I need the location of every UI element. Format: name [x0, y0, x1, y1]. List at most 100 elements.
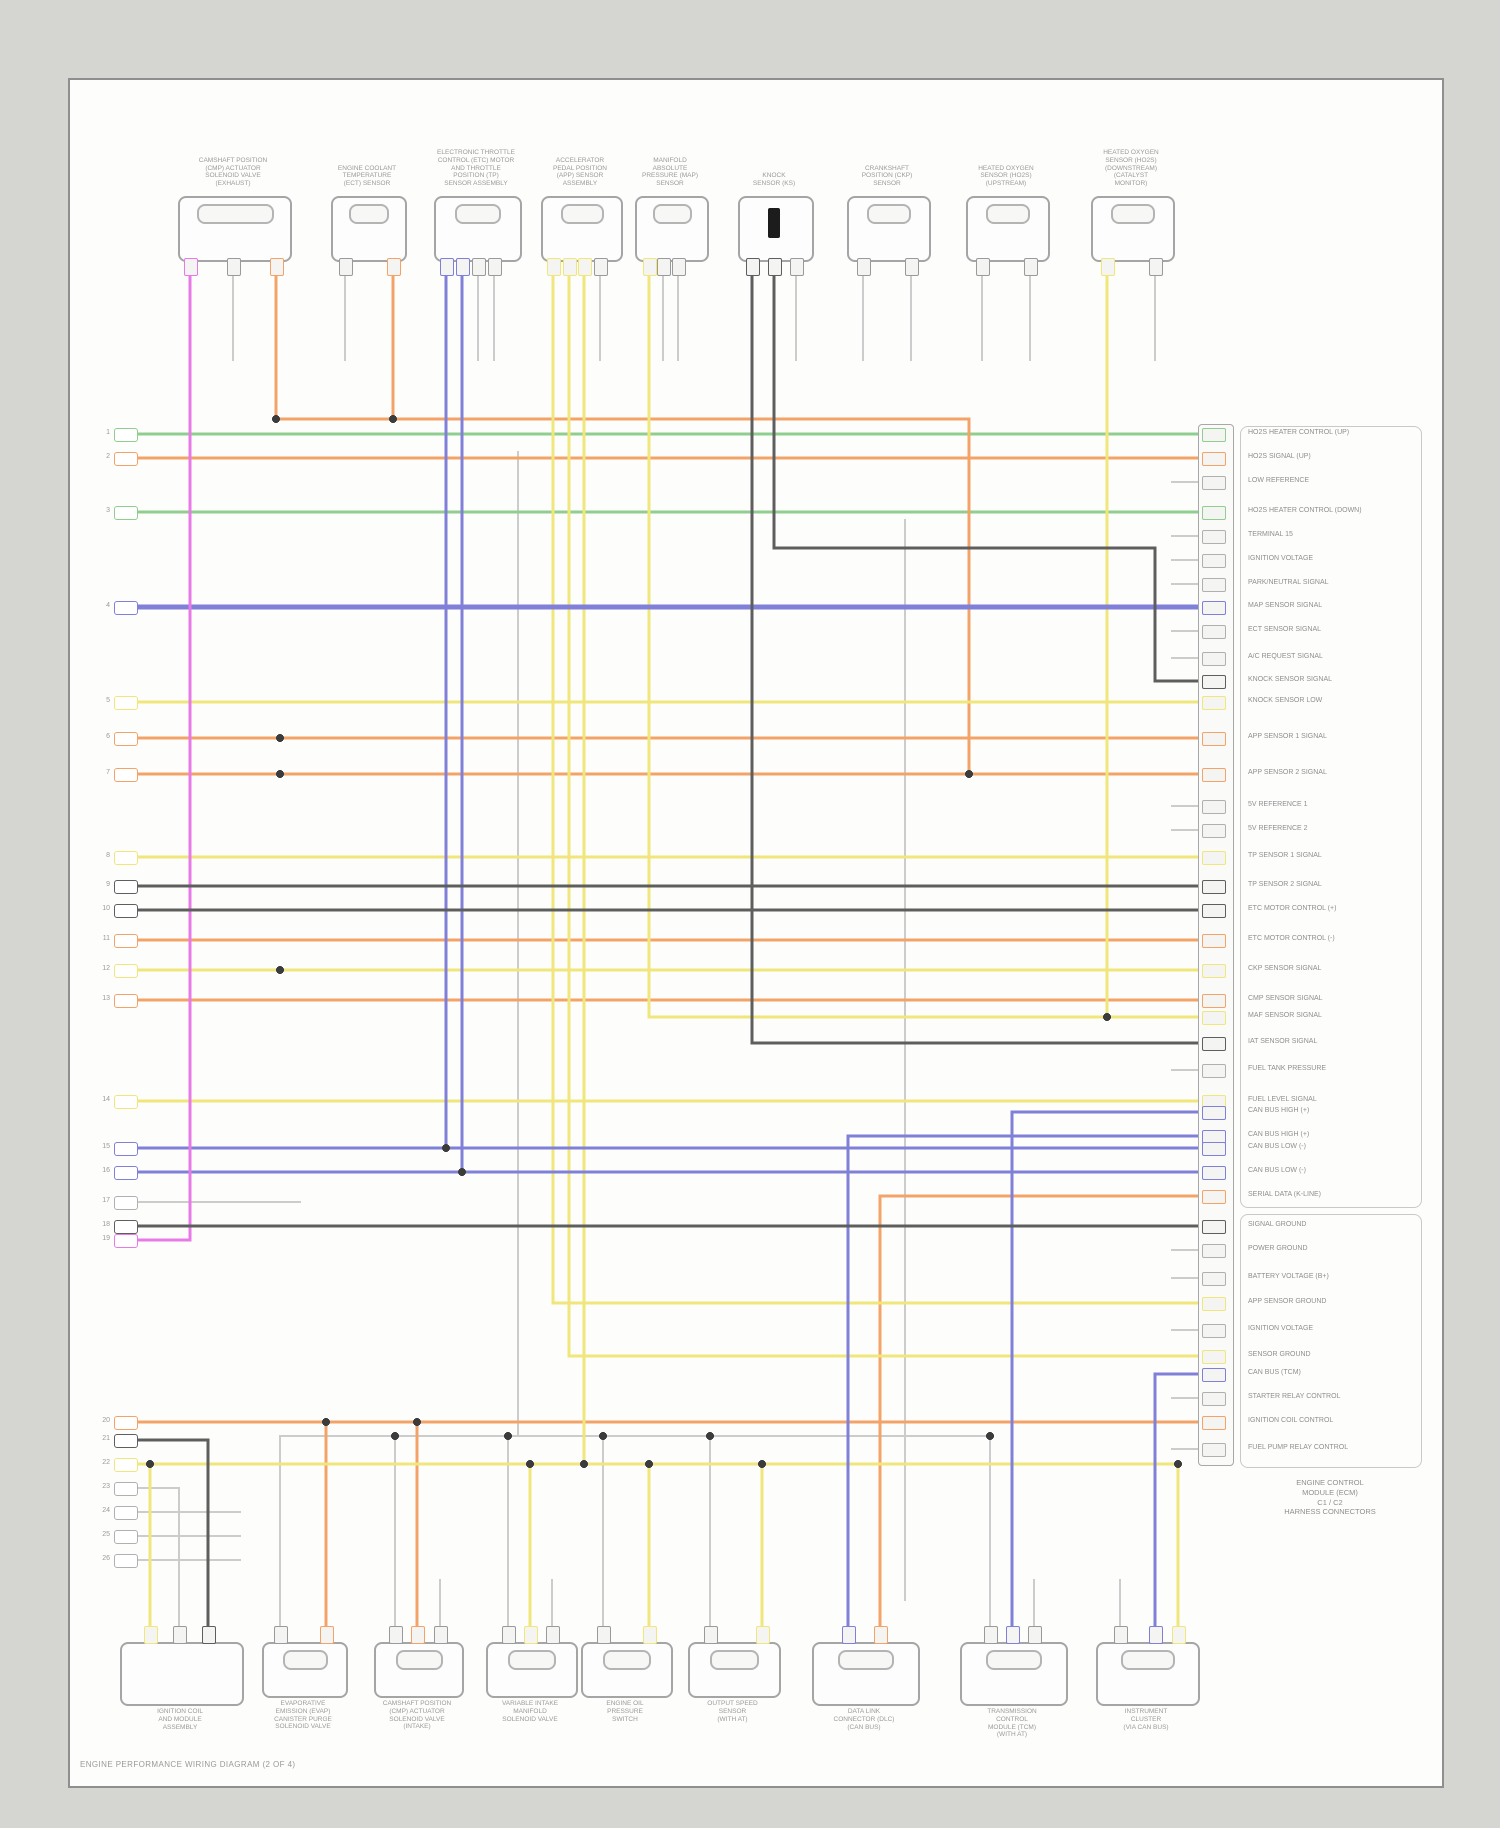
wire-blue — [1153, 1372, 1202, 1644]
component-inner-shape — [986, 1650, 1042, 1670]
splice-number: 10 — [102, 905, 110, 912]
ecm-pin — [1202, 578, 1226, 592]
pin-connector — [857, 258, 871, 276]
wire-orange — [274, 256, 971, 776]
junction-dot — [645, 1460, 653, 1468]
splice-connector — [114, 732, 138, 746]
component-label: HEATED OXYGEN SENSOR (HO2S) (DOWNSTREAM)… — [1103, 149, 1159, 188]
junction-dot — [276, 966, 284, 974]
ecm-pin — [1202, 768, 1226, 782]
pin-connector — [657, 258, 671, 276]
pin-connector — [905, 258, 919, 276]
pin-connector — [643, 1626, 657, 1644]
splice-number: 15 — [102, 1143, 110, 1150]
ecm-pin — [1202, 994, 1226, 1008]
pin-connector — [1114, 1626, 1128, 1644]
pin-connector — [144, 1626, 158, 1644]
splice-number: 5 — [106, 697, 110, 704]
ecm-pin — [1202, 1392, 1226, 1406]
splice-number: 6 — [106, 733, 110, 740]
splice-connector — [114, 1166, 138, 1180]
diagram-caption: ENGINE PERFORMANCE WIRING DIAGRAM (2 OF … — [80, 1760, 296, 1769]
component-inner-shape — [349, 204, 389, 224]
pin-connector — [704, 1626, 718, 1644]
component-label: CRANKSHAFT POSITION (CKP) SENSOR — [861, 164, 913, 188]
pin-connector — [274, 1626, 288, 1644]
component-label: CAMSHAFT POSITION (CMP) ACTUATOR SOLENOI… — [198, 156, 268, 188]
ecm-pin-label: ETC MOTOR CONTROL (-) — [1248, 935, 1335, 942]
ecm-pin — [1202, 880, 1226, 894]
pin-connector — [976, 258, 990, 276]
ecm-pin — [1202, 554, 1226, 568]
splice-number: 17 — [102, 1197, 110, 1204]
pin-connector — [790, 258, 804, 276]
splice-number: 14 — [102, 1096, 110, 1103]
pin-connector — [270, 258, 284, 276]
pin-connector — [578, 258, 592, 276]
junction-dot — [276, 734, 284, 742]
ecm-pin — [1202, 1190, 1226, 1204]
splice-number: 11 — [102, 935, 110, 942]
pin-connector — [746, 258, 760, 276]
ecm-pin — [1202, 1324, 1226, 1338]
ecm-pin-label: KNOCK SENSOR LOW — [1248, 697, 1323, 704]
ecm-pin — [1202, 824, 1226, 838]
splice-connector — [114, 1554, 138, 1568]
junction-dot — [322, 1418, 330, 1426]
junction-dot — [442, 1144, 450, 1152]
wire-yellow — [647, 256, 1202, 1019]
ecm-pin-label: CAN BUS LOW (-) — [1248, 1143, 1306, 1150]
ecm-pin — [1202, 1368, 1226, 1382]
pin-connector — [1024, 258, 1038, 276]
ecm-pin-label: TP SENSOR 2 SIGNAL — [1248, 881, 1322, 888]
ecm-pin — [1202, 1064, 1226, 1078]
splice-connector — [114, 1220, 138, 1234]
component-inner-shape — [838, 1650, 894, 1670]
ecm-pin-label: TP SENSOR 1 SIGNAL — [1248, 852, 1322, 859]
ecm-pin — [1202, 1272, 1226, 1286]
ecm-pin — [1202, 452, 1226, 466]
pin-connector — [756, 1626, 770, 1644]
ecm-pin — [1202, 1166, 1226, 1180]
ecm-pin-label: CAN BUS HIGH (+) — [1248, 1107, 1310, 1114]
component-label: OUTPUT SPEED SENSOR (WITH AT) — [707, 1700, 758, 1723]
splice-connector — [114, 851, 138, 865]
component-inner-shape — [508, 1650, 556, 1670]
pin-connector — [594, 258, 608, 276]
ecm-pin-label: CAN BUS LOW (-) — [1248, 1167, 1306, 1174]
junction-dot — [458, 1168, 466, 1176]
ecm-connector-label: ENGINE CONTROL MODULE (ECM) C1 / C2 HARN… — [1284, 1478, 1376, 1517]
wire-dark — [750, 256, 1202, 1045]
ecm-pin-label: 5V REFERENCE 2 — [1248, 825, 1308, 832]
ecm-pin-label: IGNITION VOLTAGE — [1248, 555, 1314, 562]
pin-connector — [440, 258, 454, 276]
splice-connector — [114, 1142, 138, 1156]
ecm-pin-label: KNOCK SENSOR SIGNAL — [1248, 676, 1333, 683]
ecm-pin — [1202, 476, 1226, 490]
junction-dot — [706, 1432, 714, 1440]
junction-dot — [1103, 1013, 1111, 1021]
splice-number: 9 — [106, 881, 110, 888]
splice-number: 7 — [106, 769, 110, 776]
ecm-pin-label: SENSOR GROUND — [1248, 1351, 1311, 1358]
ecm-pin-label: IGNITION VOLTAGE — [1248, 1325, 1314, 1332]
pin-connector — [502, 1626, 516, 1644]
component-label: CAMSHAFT POSITION (CMP) ACTUATOR SOLENOI… — [382, 1700, 452, 1731]
pin-connector — [389, 1626, 403, 1644]
wire-yellow — [567, 256, 1202, 1358]
wire-blue — [1010, 1110, 1202, 1644]
splice-number: 16 — [102, 1167, 110, 1174]
pin-connector — [202, 1626, 216, 1644]
pin-connector — [1149, 1626, 1163, 1644]
ecm-pin — [1202, 530, 1226, 544]
wire-dark — [133, 1438, 210, 1644]
component-label: EVAPORATIVE EMISSION (EVAP) CANISTER PUR… — [274, 1700, 332, 1731]
splice-number: 18 — [102, 1221, 110, 1228]
ecm-pin-label: 5V REFERENCE 1 — [1248, 801, 1308, 808]
splice-connector — [114, 904, 138, 918]
component-label: MANIFOLD ABSOLUTE PRESSURE (MAP) SENSOR — [642, 156, 698, 188]
ecm-pin-label: FUEL TANK PRESSURE — [1248, 1065, 1327, 1072]
ecm-pin — [1202, 1297, 1226, 1311]
